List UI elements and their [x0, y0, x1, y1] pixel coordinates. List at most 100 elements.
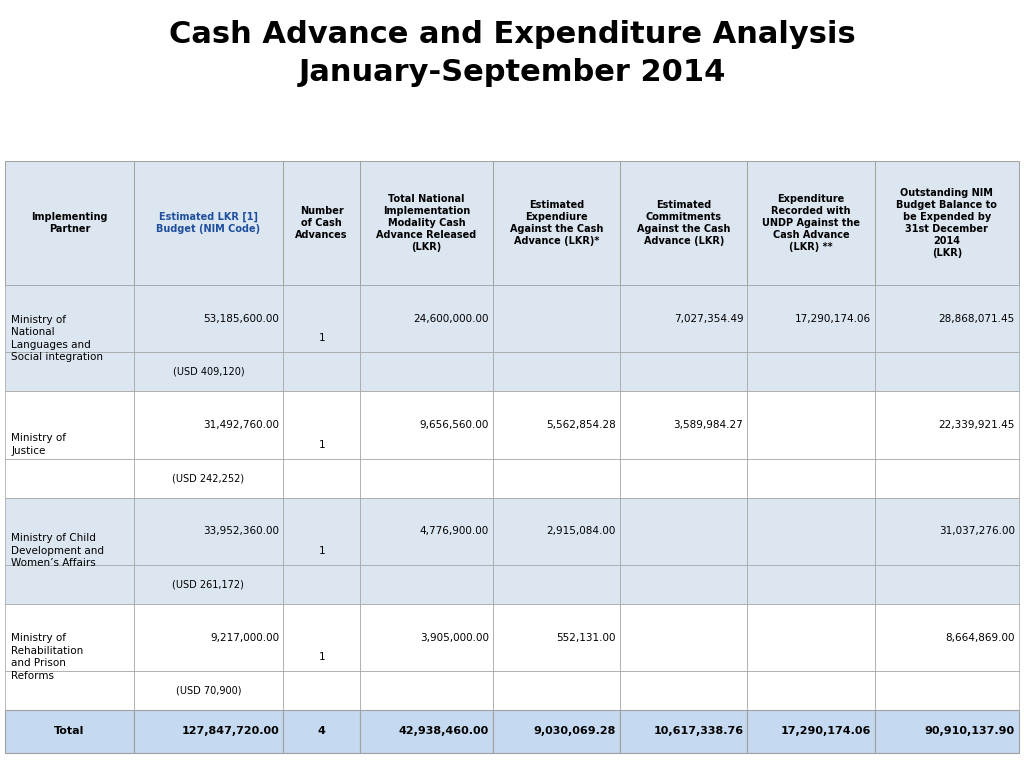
- Bar: [133, 458, 284, 498]
- Bar: [133, 710, 284, 753]
- Bar: [874, 458, 1019, 498]
- Bar: [360, 392, 493, 458]
- Text: Ministry of Child
Development and
Women’s Affairs: Ministry of Child Development and Women’…: [11, 534, 104, 568]
- Bar: [874, 498, 1019, 565]
- Text: 31,492,760.00: 31,492,760.00: [203, 420, 280, 430]
- Bar: [493, 392, 621, 458]
- Bar: [284, 458, 360, 498]
- Bar: [493, 565, 621, 604]
- Text: 3,905,000.00: 3,905,000.00: [420, 633, 488, 643]
- Bar: [748, 353, 874, 392]
- Bar: [621, 565, 748, 604]
- Bar: [621, 353, 748, 392]
- Bar: [284, 353, 360, 392]
- Text: 2,915,084.00: 2,915,084.00: [547, 526, 616, 536]
- Text: 1: 1: [318, 439, 325, 449]
- Text: 3,589,984.27: 3,589,984.27: [674, 420, 743, 430]
- Text: 8,664,869.00: 8,664,869.00: [945, 633, 1015, 643]
- Bar: [133, 353, 284, 392]
- Text: 53,185,600.00: 53,185,600.00: [204, 314, 280, 324]
- Bar: [5, 710, 133, 753]
- Text: 4: 4: [317, 727, 326, 737]
- Text: Total National
Implementation
Modality Cash
Advance Released
(LKR): Total National Implementation Modality C…: [376, 194, 476, 252]
- Bar: [133, 285, 284, 353]
- Bar: [621, 392, 748, 458]
- Text: (USD 409,120): (USD 409,120): [173, 367, 245, 377]
- Bar: [133, 604, 284, 671]
- Text: 552,131.00: 552,131.00: [556, 633, 616, 643]
- Text: 28,868,071.45: 28,868,071.45: [939, 314, 1015, 324]
- Text: Cash Advance and Expenditure Analysis
January-September 2014: Cash Advance and Expenditure Analysis Ja…: [169, 20, 855, 88]
- Bar: [748, 285, 874, 353]
- Text: Expenditure
Recorded with
UNDP Against the
Cash Advance
(LKR) **: Expenditure Recorded with UNDP Against t…: [762, 194, 860, 252]
- Bar: [360, 285, 493, 353]
- Bar: [284, 161, 360, 285]
- Bar: [874, 285, 1019, 353]
- Text: (USD 70,900): (USD 70,900): [176, 686, 242, 696]
- Text: 90,910,137.90: 90,910,137.90: [925, 727, 1015, 737]
- Text: 9,656,560.00: 9,656,560.00: [420, 420, 488, 430]
- Bar: [133, 671, 284, 710]
- Bar: [284, 710, 360, 753]
- Bar: [874, 565, 1019, 604]
- Text: 33,952,360.00: 33,952,360.00: [203, 526, 280, 536]
- Bar: [493, 604, 621, 671]
- Bar: [5, 565, 133, 604]
- Bar: [493, 353, 621, 392]
- Text: 7,027,354.49: 7,027,354.49: [674, 314, 743, 324]
- Bar: [621, 671, 748, 710]
- Text: 4,776,900.00: 4,776,900.00: [420, 526, 488, 536]
- Text: 42,938,460.00: 42,938,460.00: [398, 727, 488, 737]
- Bar: [284, 498, 360, 565]
- Text: Estimated
Expendiure
Against the Cash
Advance (LKR)*: Estimated Expendiure Against the Cash Ad…: [510, 200, 603, 247]
- Bar: [493, 161, 621, 285]
- Bar: [621, 161, 748, 285]
- Bar: [133, 392, 284, 458]
- Bar: [5, 161, 133, 285]
- Text: 17,290,174.06: 17,290,174.06: [780, 727, 870, 737]
- Text: Ministry of
Rehabilitation
and Prison
Reforms: Ministry of Rehabilitation and Prison Re…: [11, 634, 84, 680]
- Bar: [360, 353, 493, 392]
- Text: 127,847,720.00: 127,847,720.00: [181, 727, 280, 737]
- Text: 5,562,854.28: 5,562,854.28: [546, 420, 616, 430]
- Bar: [284, 565, 360, 604]
- Bar: [284, 285, 360, 353]
- Text: 1: 1: [318, 333, 325, 343]
- Bar: [360, 671, 493, 710]
- Bar: [493, 710, 621, 753]
- Bar: [748, 710, 874, 753]
- Bar: [360, 565, 493, 604]
- Text: 9,217,000.00: 9,217,000.00: [210, 633, 280, 643]
- Bar: [874, 353, 1019, 392]
- Bar: [360, 604, 493, 671]
- Bar: [748, 671, 874, 710]
- Bar: [5, 604, 133, 671]
- Text: 17,290,174.06: 17,290,174.06: [795, 314, 870, 324]
- Text: (USD 261,172): (USD 261,172): [172, 579, 245, 589]
- Text: 22,339,921.45: 22,339,921.45: [938, 420, 1015, 430]
- Bar: [360, 161, 493, 285]
- Text: 31,037,276.00: 31,037,276.00: [939, 526, 1015, 536]
- Bar: [874, 710, 1019, 753]
- Bar: [748, 458, 874, 498]
- Bar: [874, 671, 1019, 710]
- Bar: [360, 498, 493, 565]
- Text: Total: Total: [54, 727, 85, 737]
- Bar: [5, 392, 133, 458]
- Bar: [360, 458, 493, 498]
- Text: Estimated
Commitments
Against the Cash
Advance (LKR): Estimated Commitments Against the Cash A…: [637, 200, 730, 247]
- Bar: [874, 604, 1019, 671]
- Bar: [284, 392, 360, 458]
- Text: Implementing
Partner: Implementing Partner: [31, 212, 108, 234]
- Bar: [621, 498, 748, 565]
- Text: 1: 1: [318, 652, 325, 662]
- Bar: [874, 161, 1019, 285]
- Bar: [621, 710, 748, 753]
- Bar: [284, 671, 360, 710]
- Bar: [493, 285, 621, 353]
- Bar: [284, 604, 360, 671]
- Bar: [5, 353, 133, 392]
- Bar: [360, 710, 493, 753]
- Bar: [748, 604, 874, 671]
- Bar: [493, 671, 621, 710]
